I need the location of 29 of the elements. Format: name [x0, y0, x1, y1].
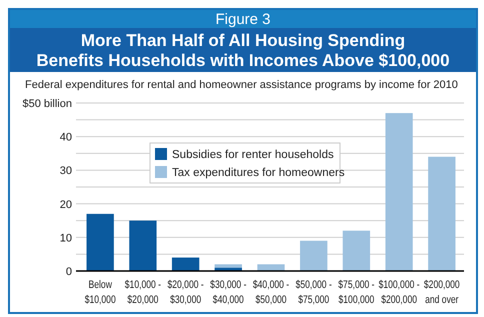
x-tick-label: $50,000 - $75,000 — [296, 279, 332, 306]
x-tick-label: $40,000 - $50,000 — [252, 279, 290, 306]
bar — [428, 156, 456, 271]
x-tick-label: $10,000 - $20,000 — [124, 279, 162, 306]
chart-subtitle: Federal expenditures for rental and homeowner assistance programs by income for 2010 — [25, 79, 458, 91]
chart-title: More Than Half of All Housing Spending Benefits Households with Incomes Above $100,000 — [36, 31, 450, 70]
caption: Figure 3 — [215, 11, 271, 28]
y-tick-label: 0 — [66, 266, 72, 278]
legend-label: Tax expenditures for homeowners — [172, 167, 345, 179]
y-tick-label: $50 billion — [22, 98, 72, 110]
x-tick-label: $100,000 - $200,000 — [378, 279, 420, 306]
x-tick-label: Below $10,000 — [84, 279, 116, 306]
bar — [342, 230, 370, 271]
x-tick-label: $20,000 - $30,000 — [167, 279, 204, 306]
y-tick-label: 40 — [60, 132, 72, 144]
x-tick-label: $75,000 - $100,000 — [338, 279, 375, 306]
bar — [214, 264, 242, 268]
y-tick-label: 10 — [60, 232, 72, 244]
x-tick-label: $200,000 and over — [424, 279, 460, 306]
bar — [172, 258, 200, 271]
y-tick-label: 30 — [60, 165, 72, 178]
x-tick-label: $30,000 - $40,000 — [210, 279, 246, 306]
bar — [129, 220, 157, 271]
bar — [86, 214, 114, 271]
legend-label: Subsidies for renter households — [172, 149, 334, 161]
bar — [214, 268, 242, 271]
bar — [385, 113, 413, 271]
bar — [300, 240, 328, 271]
y-tick-label: 20 — [60, 198, 72, 211]
